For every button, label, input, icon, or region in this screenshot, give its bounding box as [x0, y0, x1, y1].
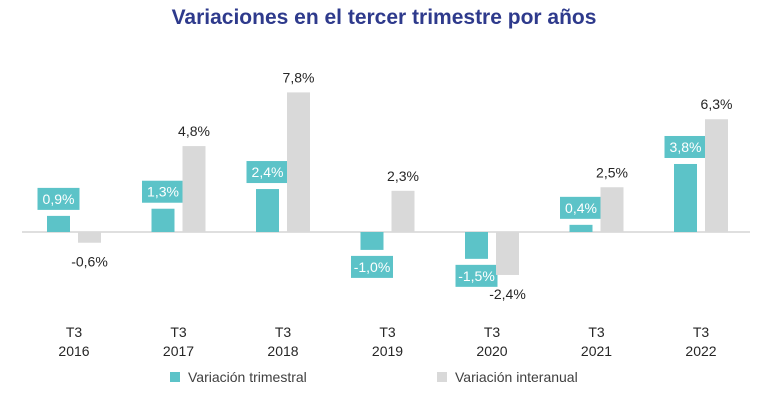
data-label-interanual: 2,5% [596, 164, 628, 180]
legend-swatch-interanual [437, 372, 447, 382]
data-label-interanual: 6,3% [701, 96, 733, 112]
x-tick-label-line1: T3 [275, 324, 292, 340]
bar-interanual [78, 232, 101, 243]
x-tick-label-line2: 2016 [58, 343, 89, 359]
x-tick-label-line1: T3 [484, 324, 501, 340]
legend-label-interanual: Variación interanual [455, 369, 578, 385]
data-label-interanual: 2,3% [387, 168, 419, 184]
bar-interanual [391, 190, 415, 232]
data-label-box-trimestral [37, 187, 80, 210]
x-tick-label-line2: 2022 [685, 343, 716, 359]
bar-interanual [705, 119, 728, 232]
bar-interanual [600, 187, 624, 232]
legend-swatch-trimestral [170, 372, 180, 382]
x-tick-label-line1: T3 [588, 324, 605, 340]
x-tick-label-line2: 2021 [581, 343, 612, 359]
data-label-trimestral: 0,9% [43, 191, 75, 207]
bar-trimestral [256, 189, 279, 232]
data-label-interanual: 7,8% [283, 69, 315, 85]
x-tick-label-line2: 2018 [267, 343, 298, 359]
data-label-trimestral: -1,0% [354, 259, 391, 275]
data-label-interanual: 4,8% [178, 123, 210, 139]
x-tick-label-line1: T3 [66, 324, 83, 340]
x-tick-label-line2: 2019 [372, 343, 403, 359]
bar-trimestral [674, 163, 697, 232]
bar-trimestral [360, 232, 384, 250]
data-label-trimestral: 0,4% [565, 200, 597, 216]
legend-label-trimestral: Variación trimestral [188, 369, 307, 385]
data-label-trimestral: -1,5% [458, 268, 495, 284]
data-label-trimestral: 3,8% [670, 139, 702, 155]
chart-title: Variaciones en el tercer trimestre por a… [171, 6, 597, 29]
data-label-box-trimestral [560, 196, 602, 219]
data-label-trimestral: 2,4% [252, 164, 284, 180]
data-label-box-trimestral [142, 180, 184, 203]
bar-trimestral [47, 215, 70, 232]
x-tick-label-line1: T3 [693, 324, 710, 340]
bar-interanual [496, 232, 519, 275]
bar-trimestral [465, 232, 488, 259]
data-label-box-trimestral [246, 161, 289, 184]
data-label-trimestral: 1,3% [147, 184, 179, 200]
data-label-box-trimestral [664, 135, 707, 158]
x-tick-label-line2: 2020 [476, 343, 507, 359]
x-tick-label-line1: T3 [379, 324, 396, 340]
bar-trimestral [151, 208, 175, 232]
bar-trimestral [569, 224, 593, 232]
data-label-interanual: -0,6% [71, 254, 108, 270]
data-label-box-trimestral [455, 264, 498, 287]
x-tick-label-line2: 2017 [163, 343, 194, 359]
x-tick-label-line1: T3 [170, 324, 187, 340]
data-label-interanual: -2,4% [489, 286, 526, 302]
bar-interanual [182, 146, 206, 232]
bar-interanual [287, 92, 310, 232]
data-label-box-trimestral [351, 255, 393, 278]
